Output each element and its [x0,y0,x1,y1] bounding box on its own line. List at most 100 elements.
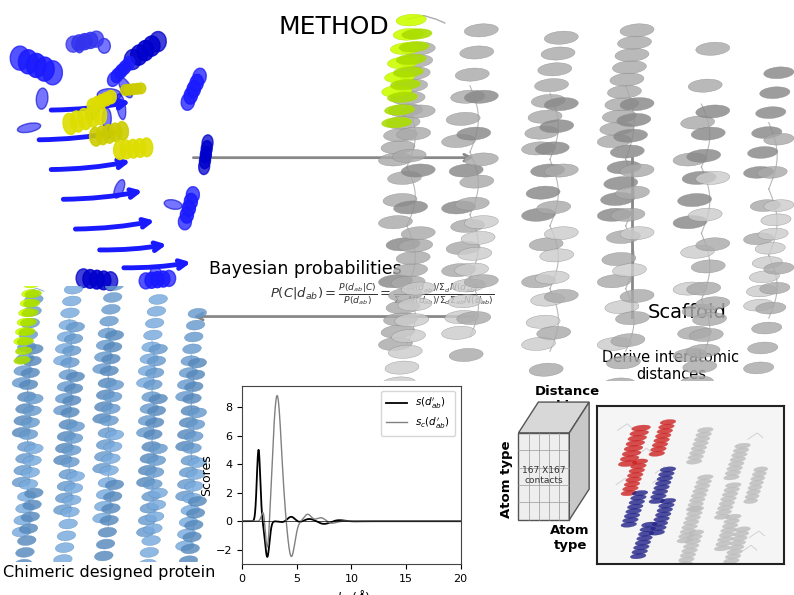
Ellipse shape [750,271,780,283]
Text: Bayesian probabilities: Bayesian probabilities [210,260,402,278]
Ellipse shape [188,358,206,368]
Ellipse shape [464,90,499,104]
Ellipse shape [632,459,648,464]
Ellipse shape [673,215,707,228]
Ellipse shape [677,562,692,566]
Ellipse shape [103,124,115,143]
Ellipse shape [136,83,146,94]
Ellipse shape [144,430,162,440]
Ellipse shape [25,394,43,404]
Ellipse shape [63,446,81,455]
Ellipse shape [728,545,744,550]
Ellipse shape [638,531,654,536]
Ellipse shape [761,214,791,226]
Ellipse shape [764,133,794,145]
Ellipse shape [107,72,120,86]
Ellipse shape [384,71,414,83]
Ellipse shape [615,48,649,61]
Ellipse shape [743,299,774,311]
Ellipse shape [764,200,794,211]
Ellipse shape [144,524,162,534]
Ellipse shape [694,436,710,441]
Ellipse shape [103,491,122,502]
Ellipse shape [93,513,111,523]
Ellipse shape [94,551,113,561]
Ellipse shape [750,200,781,211]
Ellipse shape [63,396,81,406]
$s_c(d^{\prime}_{ab})$ [287,553,296,560]
Ellipse shape [386,116,420,129]
Ellipse shape [743,499,757,503]
Ellipse shape [715,514,730,519]
Ellipse shape [677,193,711,206]
Ellipse shape [448,295,482,308]
Ellipse shape [441,264,476,277]
Ellipse shape [93,414,111,423]
Ellipse shape [102,503,120,513]
Ellipse shape [458,248,491,261]
Ellipse shape [27,54,46,77]
Ellipse shape [16,403,34,414]
Ellipse shape [652,489,668,494]
Ellipse shape [94,352,113,362]
Ellipse shape [92,96,102,110]
Ellipse shape [754,467,768,472]
Ellipse shape [445,311,479,324]
Ellipse shape [59,519,78,529]
Ellipse shape [525,126,559,139]
Ellipse shape [138,515,157,525]
Text: Atom type: Atom type [500,440,513,518]
Ellipse shape [396,54,426,65]
Ellipse shape [460,46,494,59]
Ellipse shape [156,271,170,287]
Ellipse shape [642,522,657,527]
Ellipse shape [457,312,491,325]
Ellipse shape [21,418,40,428]
Ellipse shape [60,408,79,418]
Ellipse shape [17,123,40,133]
Ellipse shape [145,418,164,428]
Ellipse shape [383,193,417,206]
Ellipse shape [179,418,198,427]
Ellipse shape [688,208,723,221]
Ellipse shape [464,153,499,166]
Ellipse shape [694,484,710,489]
Ellipse shape [399,239,433,252]
Ellipse shape [94,402,113,412]
Ellipse shape [441,386,476,399]
Ellipse shape [184,332,203,342]
Ellipse shape [716,509,731,515]
Ellipse shape [401,42,435,55]
Ellipse shape [93,563,111,573]
Ellipse shape [692,312,727,325]
Ellipse shape [17,337,33,345]
Ellipse shape [396,67,430,80]
Ellipse shape [545,289,578,302]
Ellipse shape [164,200,182,209]
Ellipse shape [133,83,142,94]
Ellipse shape [145,318,164,328]
Ellipse shape [96,340,115,350]
Ellipse shape [19,480,38,489]
Ellipse shape [391,43,421,54]
Ellipse shape [622,450,641,456]
Ellipse shape [696,479,711,484]
Ellipse shape [652,442,668,447]
Ellipse shape [685,515,700,521]
Ellipse shape [660,419,676,425]
Ellipse shape [181,93,195,110]
Ellipse shape [382,85,412,97]
Ellipse shape [602,252,636,265]
Ellipse shape [78,108,91,130]
Ellipse shape [43,61,63,85]
Ellipse shape [183,344,202,354]
Ellipse shape [386,238,420,251]
Ellipse shape [653,485,669,490]
Ellipse shape [627,472,643,478]
Ellipse shape [59,419,78,429]
$s(d^{\prime}_{ab})$ [322,520,331,527]
Ellipse shape [53,555,72,565]
Ellipse shape [649,530,665,535]
Ellipse shape [657,476,673,481]
Ellipse shape [529,363,563,376]
